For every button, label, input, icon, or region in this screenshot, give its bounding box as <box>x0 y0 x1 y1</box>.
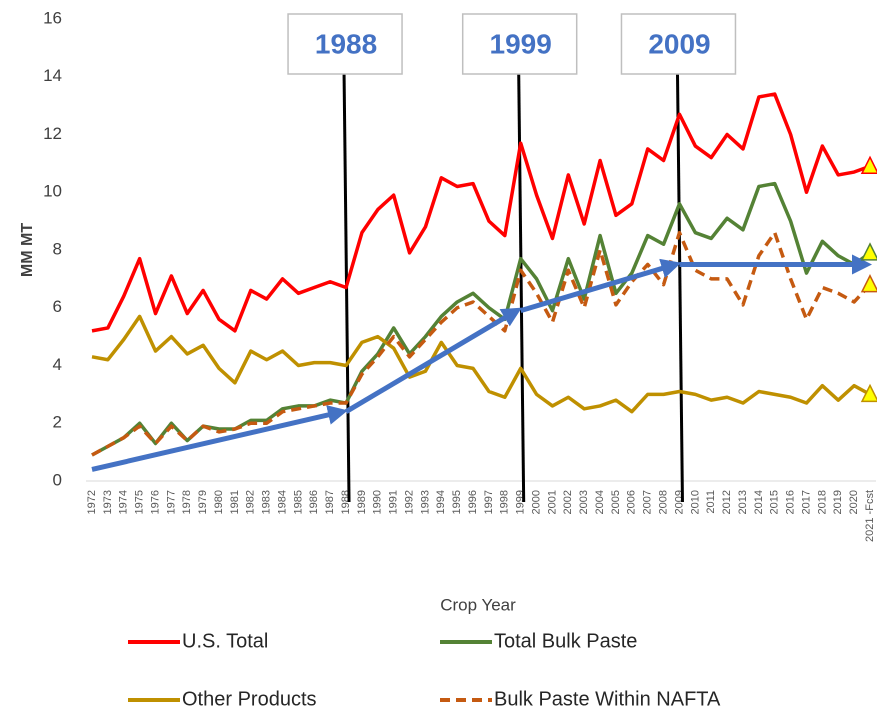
series-line <box>91 92 871 333</box>
x-tick-label: 1978 <box>181 490 193 514</box>
forecast-marker <box>860 242 877 261</box>
annotation-box <box>620 13 737 75</box>
x-tick-label: 1993 <box>419 490 431 514</box>
annotation-label: 2009 <box>648 28 710 59</box>
x-tick-label: 1996 <box>467 490 479 514</box>
legend-label: Other Products <box>182 688 317 710</box>
y-tick-label: 16 <box>43 8 62 27</box>
x-tick-label: 2001 <box>546 490 558 514</box>
x-tick-label: 2010 <box>689 490 701 514</box>
x-tick-label: 1990 <box>372 490 384 514</box>
annotation-line <box>517 71 526 503</box>
x-tick-label: 2021 -Fcst <box>864 490 876 542</box>
x-tick-label: 1995 <box>451 490 463 514</box>
y-tick-label: 14 <box>43 66 62 85</box>
x-tick-label: 2008 <box>657 490 669 514</box>
x-tick-label: 2017 <box>800 490 812 514</box>
x-tick-label: 1974 <box>118 490 130 514</box>
x-tick-label: 1986 <box>308 490 320 514</box>
x-tick-label: 1994 <box>435 490 447 514</box>
x-tick-label: 2012 <box>721 490 733 514</box>
x-tick-label: 1984 <box>276 490 288 514</box>
annotation-label: 1999 <box>490 28 552 59</box>
x-tick-label: 1980 <box>213 490 225 514</box>
trend-arrow <box>344 307 522 414</box>
y-axis-label: MM MT <box>19 223 36 277</box>
y-tick-label: 2 <box>53 413 62 432</box>
x-tick-label: 2019 <box>832 490 844 514</box>
x-tick-label: 1976 <box>149 490 161 514</box>
x-tick-label: 2000 <box>530 490 542 514</box>
x-tick-label: 1991 <box>388 490 400 514</box>
x-tick-label: 2002 <box>562 490 574 514</box>
x-tick-label: 1985 <box>292 490 304 514</box>
y-tick-label: 6 <box>53 297 62 316</box>
y-tick-label: 0 <box>53 470 62 489</box>
x-tick-label: 2011 <box>705 490 717 514</box>
x-tick-label: 2020 <box>848 490 860 514</box>
x-tick-label: 2018 <box>816 490 828 514</box>
x-tick-label: 1977 <box>165 490 177 514</box>
legend-label: Total Bulk Paste <box>494 630 637 652</box>
series-line <box>91 181 872 457</box>
x-tick-label: 2006 <box>626 490 638 514</box>
x-tick-label: 2015 <box>769 490 781 514</box>
forecast-marker <box>860 273 877 293</box>
y-tick-label: 12 <box>43 124 62 143</box>
x-tick-label: 1972 <box>86 490 98 514</box>
series-line <box>91 230 872 457</box>
annotation-box <box>461 13 578 75</box>
x-tick-label: 2014 <box>753 490 765 514</box>
x-tick-label: 2005 <box>610 490 622 514</box>
annotation-label: 1988 <box>315 28 377 59</box>
annotation-line <box>675 71 684 503</box>
trend-arrow <box>519 258 682 314</box>
y-tick-label: 4 <box>53 355 62 374</box>
x-axis-label: Crop Year <box>440 595 516 614</box>
x-tick-label: 1979 <box>197 490 209 514</box>
y-tick-label: 10 <box>43 182 62 201</box>
x-tick-label: 1989 <box>356 490 368 514</box>
forecast-marker <box>860 383 877 403</box>
y-tick-label: 8 <box>53 239 62 258</box>
x-tick-label: 1997 <box>483 490 495 514</box>
x-tick-label: 2007 <box>642 490 654 514</box>
x-tick-label: 1992 <box>403 490 415 514</box>
series-line <box>91 314 871 414</box>
legend-label: U.S. Total <box>182 630 268 652</box>
legend-label: Bulk Paste Within NAFTA <box>494 688 721 710</box>
trend-arrow <box>91 405 348 472</box>
x-tick-label: 2016 <box>785 490 797 514</box>
annotation-box <box>287 13 403 75</box>
x-tick-label: 1987 <box>324 490 336 514</box>
forecast-marker <box>860 155 877 175</box>
x-tick-label: 2003 <box>578 490 590 514</box>
x-tick-label: 1983 <box>261 490 273 514</box>
x-tick-label: 1975 <box>134 490 146 514</box>
x-tick-label: 1982 <box>245 490 257 514</box>
x-tick-label: 2013 <box>737 490 749 514</box>
x-tick-label: 1973 <box>102 490 114 514</box>
x-tick-label: 1981 <box>229 490 241 514</box>
x-tick-label: 2004 <box>594 490 606 514</box>
x-tick-label: 1998 <box>499 490 511 514</box>
